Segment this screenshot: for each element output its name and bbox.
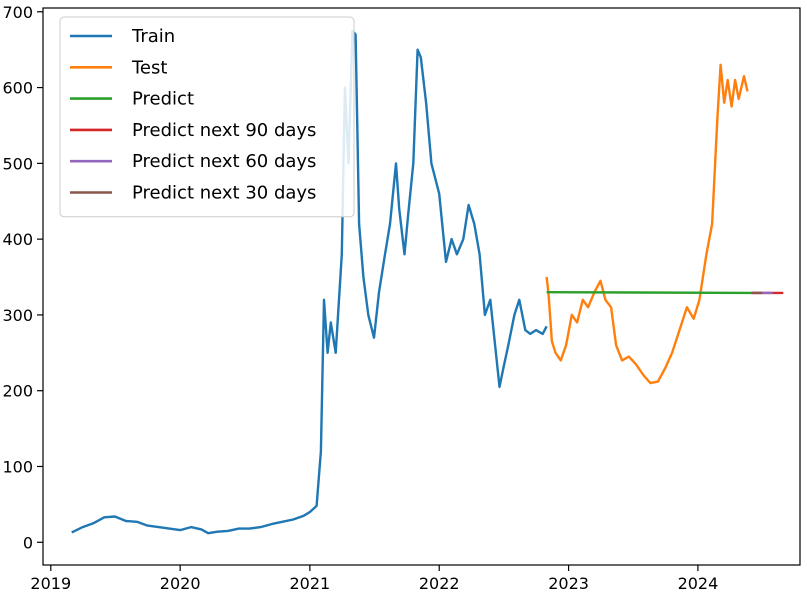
y-tick-label: 500 bbox=[2, 154, 33, 173]
x-tick-label: 2023 bbox=[548, 574, 589, 593]
x-tick-label: 2022 bbox=[419, 574, 460, 593]
legend-box bbox=[59, 16, 355, 218]
axes: 0 100 200 300 400 500 600 700 2019 2020 2021 2022 20… bbox=[2, 3, 801, 593]
y-tick-label: 600 bbox=[2, 79, 33, 98]
x-tick-label: 2021 bbox=[290, 574, 331, 593]
x-tick-label: 2019 bbox=[30, 574, 71, 593]
legend-label: Test bbox=[131, 57, 167, 78]
legend: Train Test Predict Predict next 90 days Pred… bbox=[59, 16, 355, 218]
y-tick-label: 200 bbox=[2, 382, 33, 401]
plot-frame bbox=[42, 7, 801, 566]
y-tick-label: 0 bbox=[23, 533, 33, 552]
x-tick-label: 2020 bbox=[160, 574, 201, 593]
y-tick-label: 400 bbox=[2, 230, 33, 249]
y-tick-label: 300 bbox=[2, 306, 33, 325]
legend-label: Train bbox=[131, 26, 175, 47]
plot-area bbox=[71, 29, 784, 535]
legend-label: Predict bbox=[132, 89, 194, 110]
series-line-predict bbox=[546, 291, 752, 295]
legend-label: Predict next 30 days bbox=[132, 183, 316, 204]
legend-label: Predict next 60 days bbox=[132, 151, 316, 172]
x-tick-label: 2024 bbox=[678, 574, 719, 593]
series-line-test bbox=[545, 63, 749, 385]
y-tick-label: 700 bbox=[2, 3, 33, 22]
y-tick-label: 100 bbox=[2, 457, 33, 476]
legend-label: Predict next 90 days bbox=[132, 120, 316, 141]
series-line-train bbox=[71, 29, 548, 535]
